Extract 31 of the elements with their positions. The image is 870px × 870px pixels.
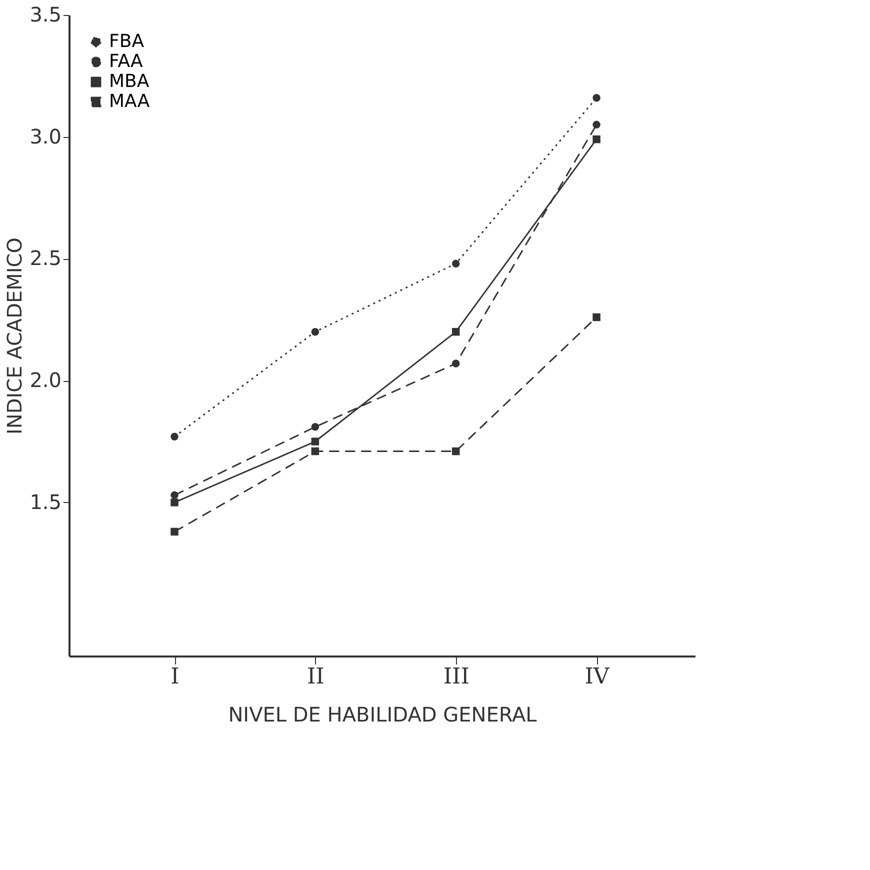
- y-tick-label: 3.5: [30, 2, 62, 26]
- y-tick-label: 3.0: [30, 124, 62, 148]
- point: [452, 447, 460, 456]
- x-tick-label: I: [170, 664, 180, 690]
- point: [452, 260, 460, 268]
- legend-label: MAA: [109, 91, 150, 112]
- x-axis-title: NIVEL DE HABILIDAD GENERAL: [228, 702, 538, 726]
- legend-label: FAA: [109, 51, 144, 72]
- legend-label: FBA: [109, 31, 145, 52]
- legend-label: MBA: [109, 71, 150, 92]
- x-tick-label: III: [443, 664, 470, 690]
- point: [311, 328, 320, 336]
- point: [452, 360, 460, 368]
- point: [170, 491, 178, 500]
- x-tick-label: IV: [584, 664, 610, 690]
- y-tick-label: 2.5: [30, 246, 62, 270]
- point: [311, 423, 320, 431]
- point: [311, 438, 320, 446]
- point: [311, 447, 320, 456]
- point: [592, 94, 600, 102]
- y-tick-label: 2.0: [30, 368, 62, 392]
- point: [170, 498, 178, 506]
- point: [452, 328, 460, 336]
- point: [170, 432, 178, 441]
- y-tick-label: 1.5: [30, 490, 62, 514]
- x-tick-label: II: [306, 664, 324, 690]
- y-axis-title: INDICE ACADEMICO: [2, 238, 27, 434]
- point: [592, 120, 600, 129]
- point: [170, 528, 178, 536]
- point: [592, 135, 600, 144]
- point: [592, 313, 600, 322]
